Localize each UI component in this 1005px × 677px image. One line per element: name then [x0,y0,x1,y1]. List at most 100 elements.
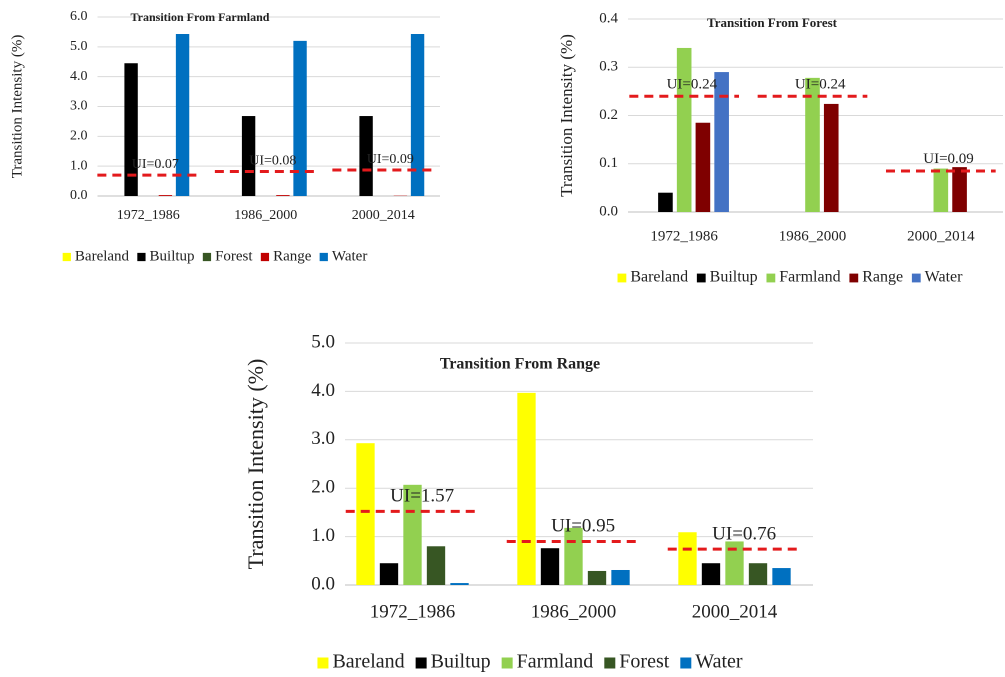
bar [658,192,673,212]
y-tick-label: 3.0 [311,428,335,449]
chart-title: Transition From Range [440,356,600,373]
x-tick-label: 1972_1986 [370,601,456,622]
y-tick-label: 0.1 [599,155,618,171]
bar [695,122,711,212]
bar [587,570,607,585]
y-tick-label: 4.0 [70,69,88,84]
y-tick-label: 5.0 [70,39,88,54]
y-axis-label: Transition Intensity (%) [243,359,268,570]
legend-label: Bareland [630,269,688,286]
y-axis-label: Transition Intensity (%) [557,34,576,197]
bar [701,563,721,585]
y-axis-label: Transition Intensity (%) [9,35,25,179]
bar [356,443,375,585]
x-tick-label: 1986_2000 [234,208,297,223]
legend-label: Range [273,248,312,264]
bar [611,569,630,585]
legend-marker [319,252,328,262]
bar [952,167,967,212]
x-tick-label: 1986_2000 [779,228,847,244]
y-tick-label: 5.0 [311,331,335,352]
x-tick-label: 2000_2014 [692,601,778,622]
legend-label: Farmland [517,651,594,673]
bar [748,563,768,585]
legend-label: Bareland [332,651,404,673]
bar [175,34,190,196]
bar [725,541,744,585]
ui-label: UI=1.57 [390,486,454,507]
y-tick-label: 0.0 [599,203,618,219]
legend-label: Water [332,248,367,264]
ui-label: UI=0.09 [923,151,974,167]
bar [714,72,729,212]
y-tick-label: 0.0 [311,573,335,594]
x-tick-label: 1972_1986 [650,228,718,244]
bar [540,548,560,585]
y-tick-label: 1.0 [311,525,335,546]
y-tick-label: 0.4 [599,10,618,26]
ui-label: UI=0.24 [667,76,718,92]
legend-label: Forest [215,248,253,264]
legend-marker [766,273,776,283]
legend-marker [415,657,427,669]
legend-label: Bareland [75,248,130,264]
x-tick-label: 1986_2000 [531,601,617,622]
legend-label: Forest [619,651,669,673]
bar [772,568,791,585]
bar [403,484,422,585]
bar [933,168,949,212]
bar [678,532,697,585]
legend-label: Builtup [150,248,195,264]
legend-marker [696,273,706,283]
bar [293,40,307,196]
bar [517,392,536,585]
bar [124,63,138,196]
x-tick-label: 2000_2014 [907,228,975,244]
ui-label: UI=0.76 [712,523,776,544]
legend-marker [501,657,513,669]
ui-label: UI=0.08 [249,153,296,168]
ui-label: UI=0.09 [367,152,414,167]
bar [426,546,446,585]
y-tick-label: 0.3 [599,59,618,75]
legend-label: Builtup [431,651,491,673]
y-tick-label: 6.0 [70,9,88,24]
ui-label: UI=0.07 [132,157,179,172]
bar [805,77,820,213]
chart-title: Transition From Forest [707,15,838,30]
y-tick-label: 1.0 [70,158,88,173]
x-tick-label: 2000_2014 [352,208,415,223]
legend-marker [317,657,329,669]
legend-marker [849,273,859,283]
ui-label: UI=0.95 [551,516,615,537]
bar [359,116,373,196]
legend-label: Builtup [710,269,758,286]
chart-title: Transition From Farmland [131,10,270,24]
legend-marker [617,273,627,283]
y-tick-label: 4.0 [311,380,335,401]
bar [379,563,399,585]
bar [276,195,290,196]
y-tick-label: 0.2 [599,107,618,123]
bar [241,116,256,196]
bar [410,34,425,196]
y-tick-label: 2.0 [70,129,88,144]
y-tick-label: 2.0 [311,477,335,498]
legend-marker [62,252,71,262]
bar [676,47,692,213]
legend-label: Range [862,269,903,286]
bar [450,583,469,585]
legend-label: Farmland [779,269,840,286]
y-tick-label: 0.0 [70,188,88,203]
bar [823,103,839,212]
legend-marker [202,252,212,262]
x-tick-label: 1972_1986 [117,208,180,223]
legend-marker [680,657,692,669]
legend-label: Water [925,269,963,286]
legend-marker [911,273,921,283]
ui-label: UI=0.24 [795,76,846,92]
y-tick-label: 3.0 [70,99,88,114]
legend-marker [137,252,146,262]
legend-label: Water [695,651,743,673]
